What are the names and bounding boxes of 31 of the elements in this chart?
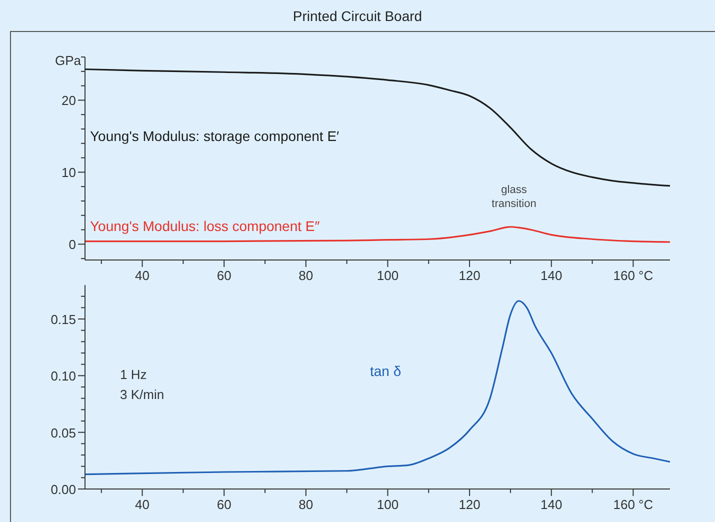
x-tick-label: 120 — [458, 497, 480, 512]
x-tick-label: 120 — [458, 268, 480, 283]
y-axis-title: GPa — [54, 53, 81, 68]
text: tan δ — [370, 363, 402, 379]
series-label: Young's Modulus: loss component E″ — [90, 218, 320, 234]
x-tick-label: 60 — [216, 268, 232, 283]
x-tick-label: 160 °C — [613, 497, 654, 512]
chart-title: Printed Circuit Board — [292, 8, 424, 24]
text: Young's Modulus: storage component E′ — [90, 128, 340, 144]
annotation: 1 Hz — [120, 367, 147, 382]
y-tick-label: 10 — [62, 165, 76, 180]
y-tick-label: 0.00 — [50, 482, 76, 497]
x-tick-label: 140 — [540, 497, 562, 512]
y-tick-label: 0.10 — [50, 368, 76, 384]
annotation: 3 K/min — [120, 387, 164, 402]
line-series — [85, 68, 670, 187]
x-tick-label: 140 — [540, 268, 562, 283]
annotation: glass transition — [490, 183, 538, 211]
y-tick-label: 0 — [68, 237, 76, 252]
line-series — [85, 300, 670, 476]
x-tick-label: 40 — [135, 497, 150, 512]
x-tick-label: 80 — [298, 497, 314, 512]
x-tick-label: 100 — [376, 497, 399, 512]
x-tick-label: 60 — [216, 497, 232, 512]
x-tick-label: 160 °C — [613, 268, 654, 283]
y-tick-label: 0.05 — [50, 425, 76, 440]
y-tick-label: 20 — [62, 93, 76, 108]
y-tick-label: 0.15 — [50, 312, 76, 327]
x-tick-label: 80 — [298, 268, 314, 283]
x-tick-label: 40 — [135, 268, 150, 283]
x-tick-label: 100 — [376, 268, 399, 283]
